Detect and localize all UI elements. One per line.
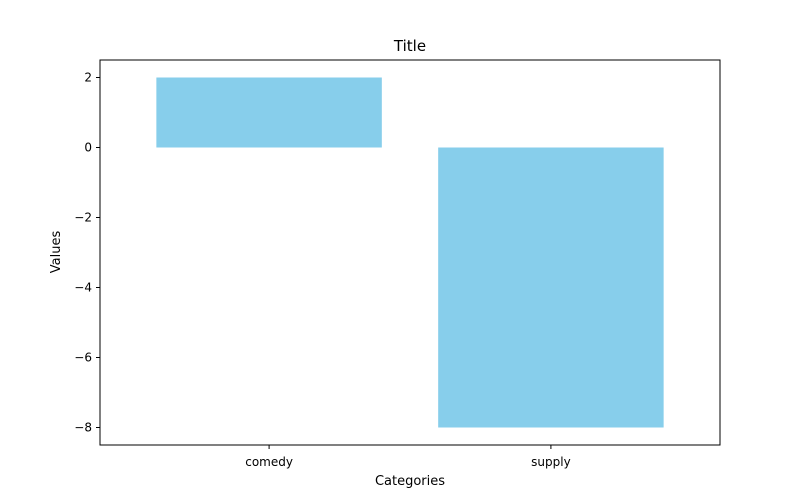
y-tick-label: 2: [84, 71, 92, 85]
plot-frame: [99, 59, 721, 446]
x-tick-label: supply: [531, 455, 571, 469]
y-tick-label: 0: [84, 141, 92, 155]
y-tick-label: −2: [74, 211, 92, 225]
x-axis-label: Categories: [375, 474, 445, 489]
y-tick-label: −4: [74, 281, 92, 295]
bars-group: [156, 77, 664, 428]
y-tick-label: −8: [74, 421, 92, 435]
chart-title: Title: [393, 37, 426, 55]
bar-comedy: [156, 77, 382, 148]
x-tick-label: comedy: [245, 455, 293, 469]
bar-supply: [438, 147, 664, 428]
x-axis-ticks: comedy supply: [245, 445, 571, 469]
y-tick-label: −6: [74, 351, 92, 365]
y-axis-ticks: 2 0 −2 −4 −6 −8: [74, 71, 100, 435]
y-axis-label: Values: [49, 231, 64, 274]
